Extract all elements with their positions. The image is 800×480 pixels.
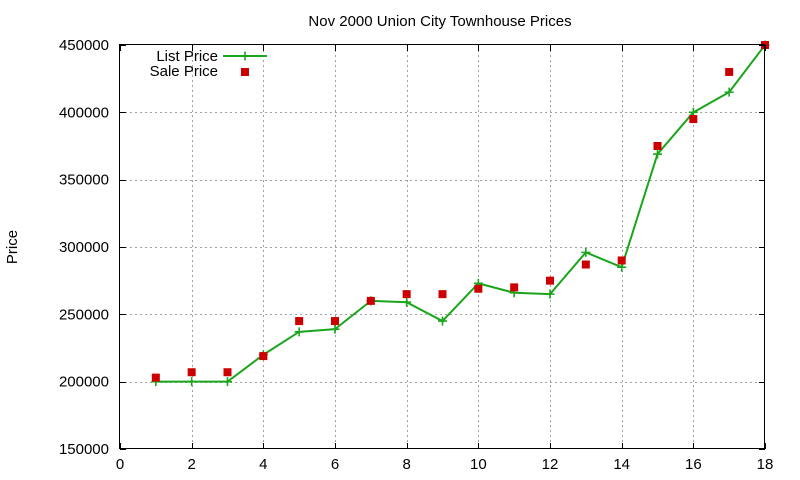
sale-price-point bbox=[295, 317, 304, 326]
sale-price-point bbox=[546, 276, 554, 285]
list-price-point bbox=[724, 87, 734, 97]
legend-marker-sale-price bbox=[241, 68, 249, 76]
sale-price-point bbox=[331, 317, 339, 326]
x-tick-label: 4 bbox=[259, 456, 267, 473]
list-price-point bbox=[294, 327, 304, 337]
y-tick-label: 450000 bbox=[59, 37, 109, 54]
x-tick-label: 6 bbox=[331, 456, 339, 473]
y-tick-label: 350000 bbox=[59, 172, 109, 189]
sale-price-point bbox=[438, 290, 447, 299]
legend-label-sale-price: Sale Price bbox=[150, 63, 218, 80]
series-layer bbox=[151, 40, 770, 387]
sale-price-point bbox=[187, 368, 196, 377]
list-price-point bbox=[330, 324, 340, 334]
list-price-point bbox=[653, 149, 662, 159]
sale-price-point bbox=[617, 256, 626, 265]
sale-price-point bbox=[366, 296, 375, 305]
list-price-point bbox=[223, 377, 232, 387]
sale-price-point bbox=[725, 67, 734, 76]
x-tick-label: 2 bbox=[187, 456, 195, 473]
sale-price-point bbox=[151, 373, 160, 382]
x-tick-label: 8 bbox=[402, 456, 410, 473]
y-tick-label: 250000 bbox=[59, 306, 109, 323]
sale-price-point bbox=[510, 283, 519, 292]
legend-marker-list-price bbox=[240, 51, 250, 61]
x-tick-label: 14 bbox=[613, 456, 630, 473]
list-price-line bbox=[155, 44, 766, 383]
y-tick-label: 400000 bbox=[59, 104, 109, 121]
sale-price-point bbox=[474, 284, 483, 293]
legend: List Price Sale Price bbox=[150, 48, 267, 80]
list-price-point bbox=[545, 289, 555, 299]
list-price-point bbox=[187, 377, 197, 387]
sale-price-point bbox=[402, 290, 411, 299]
sale-price-point bbox=[223, 368, 232, 377]
list-price-point bbox=[402, 297, 412, 307]
y-axis-label: Price bbox=[4, 230, 21, 264]
sale-price-point bbox=[653, 142, 662, 150]
sale-price-point bbox=[581, 260, 590, 269]
chart-title: Nov 2000 Union City Townhouse Prices bbox=[308, 13, 571, 30]
x-tick-label: 16 bbox=[685, 456, 702, 473]
y-tick-label: 200000 bbox=[59, 374, 109, 391]
x-tick-label: 18 bbox=[757, 456, 774, 473]
legend-label-list-price: List Price bbox=[156, 48, 218, 65]
list-price-point bbox=[581, 247, 591, 257]
y-tick-label: 150000 bbox=[59, 441, 109, 458]
grid-lines bbox=[120, 45, 765, 449]
y-tick-label: 300000 bbox=[59, 239, 109, 256]
x-tick-label: 10 bbox=[470, 456, 487, 473]
x-tick-label: 12 bbox=[542, 456, 559, 473]
plot-area-border bbox=[119, 44, 765, 449]
sale-price-point bbox=[689, 115, 698, 124]
list-price-point bbox=[438, 316, 447, 326]
sale-price-point bbox=[259, 352, 268, 361]
x-tick-label: 0 bbox=[116, 456, 124, 473]
axis-ticks: 0 2 4 6 8 10 12 14 16 18 150000 200000 250000 300000 3… bbox=[59, 37, 773, 473]
